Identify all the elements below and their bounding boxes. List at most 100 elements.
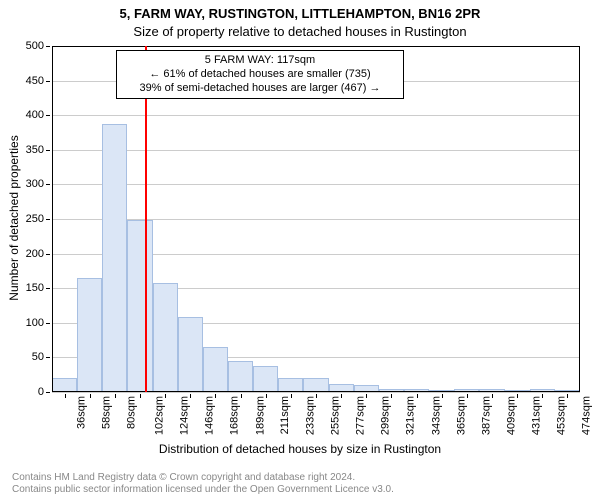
gridline bbox=[52, 150, 580, 151]
x-tick-label: 102sqm bbox=[154, 396, 166, 435]
x-tick bbox=[165, 394, 166, 398]
bar bbox=[303, 378, 328, 392]
footer-line-1: Contains HM Land Registry data © Crown c… bbox=[12, 472, 355, 484]
y-tick-label: 250 bbox=[26, 213, 44, 225]
annotation-box: 5 FARM WAY: 117sqm ← 61% of detached hou… bbox=[116, 50, 404, 99]
gridline bbox=[52, 184, 580, 185]
x-tick-label: 80sqm bbox=[125, 396, 137, 429]
x-tick-label: 233sqm bbox=[304, 396, 316, 435]
x-tick-label: 431sqm bbox=[531, 396, 543, 435]
x-tick-label: 474sqm bbox=[581, 396, 593, 435]
y-tick-label: 450 bbox=[26, 75, 44, 87]
bar bbox=[203, 347, 228, 392]
y-tick-label: 50 bbox=[32, 351, 44, 363]
x-tick bbox=[190, 394, 191, 398]
y-tick-label: 300 bbox=[26, 178, 44, 190]
y-tick bbox=[46, 46, 50, 47]
x-tick-label: 255sqm bbox=[330, 396, 342, 435]
y-tick-label: 200 bbox=[26, 248, 44, 260]
figure: 5, FARM WAY, RUSTINGTON, LITTLEHAMPTON, … bbox=[0, 0, 600, 500]
bar bbox=[127, 220, 152, 392]
y-tick bbox=[46, 184, 50, 185]
y-tick bbox=[46, 219, 50, 220]
x-tick-label: 299sqm bbox=[380, 396, 392, 435]
y-tick-label: 100 bbox=[26, 317, 44, 329]
x-tick bbox=[391, 394, 392, 398]
bar bbox=[479, 389, 504, 392]
bar bbox=[52, 378, 77, 392]
x-tick bbox=[517, 394, 518, 398]
x-tick-label: 453sqm bbox=[556, 396, 568, 435]
y-tick bbox=[46, 392, 50, 393]
bar bbox=[329, 384, 354, 392]
x-tick bbox=[366, 394, 367, 398]
x-tick bbox=[442, 394, 443, 398]
y-tick bbox=[46, 288, 50, 289]
x-tick-label: 36sqm bbox=[75, 396, 87, 429]
y-axis-label: Number of detached properties bbox=[7, 135, 21, 300]
x-tick bbox=[341, 394, 342, 398]
x-tick-label: 365sqm bbox=[455, 396, 467, 435]
bar bbox=[77, 278, 102, 392]
annot-line-2: ← 61% of detached houses are smaller (73… bbox=[123, 68, 397, 82]
bar bbox=[429, 390, 454, 392]
x-tick-label: 124sqm bbox=[179, 396, 191, 435]
y-tick-label: 400 bbox=[26, 109, 44, 121]
gridline bbox=[52, 115, 580, 116]
x-tick-label: 146sqm bbox=[204, 396, 216, 435]
y-tick-label: 0 bbox=[38, 386, 44, 398]
x-tick bbox=[567, 394, 568, 398]
x-tick-label: 168sqm bbox=[229, 396, 241, 435]
y-tick bbox=[46, 357, 50, 358]
x-tick bbox=[215, 394, 216, 398]
x-tick-label: 58sqm bbox=[100, 396, 112, 429]
address-title: 5, FARM WAY, RUSTINGTON, LITTLEHAMPTON, … bbox=[0, 6, 600, 21]
bar bbox=[178, 317, 203, 392]
bar bbox=[102, 124, 127, 392]
y-tick bbox=[46, 323, 50, 324]
x-tick-label: 321sqm bbox=[405, 396, 417, 435]
x-tick bbox=[140, 394, 141, 398]
footer-line-2: Contains public sector information licen… bbox=[12, 484, 394, 496]
x-tick-label: 211sqm bbox=[279, 396, 291, 434]
y-tick-label: 500 bbox=[26, 40, 44, 52]
bar bbox=[454, 389, 479, 392]
subtitle: Size of property relative to detached ho… bbox=[0, 24, 600, 39]
x-axis-label: Distribution of detached houses by size … bbox=[0, 442, 600, 456]
y-tick bbox=[46, 115, 50, 116]
x-tick bbox=[291, 394, 292, 398]
x-tick bbox=[467, 394, 468, 398]
x-tick-label: 409sqm bbox=[506, 396, 518, 435]
y-tick bbox=[46, 254, 50, 255]
x-tick bbox=[417, 394, 418, 398]
gridline bbox=[52, 46, 580, 47]
annot-line-3: 39% of semi-detached houses are larger (… bbox=[123, 82, 397, 96]
bar bbox=[505, 390, 530, 392]
bar bbox=[555, 390, 580, 392]
bar bbox=[228, 361, 253, 392]
x-tick bbox=[492, 394, 493, 398]
x-tick-label: 343sqm bbox=[430, 396, 442, 435]
x-tick-label: 277sqm bbox=[355, 396, 367, 435]
x-tick bbox=[316, 394, 317, 398]
y-tick-label: 350 bbox=[26, 144, 44, 156]
y-tick-label: 150 bbox=[26, 282, 44, 294]
x-tick bbox=[241, 394, 242, 398]
y-tick bbox=[46, 81, 50, 82]
bar bbox=[530, 389, 555, 392]
bar bbox=[253, 366, 278, 392]
y-tick bbox=[46, 150, 50, 151]
x-tick-label: 189sqm bbox=[254, 396, 266, 435]
x-tick bbox=[90, 394, 91, 398]
bar bbox=[153, 283, 178, 392]
x-tick bbox=[65, 394, 66, 398]
bar bbox=[354, 385, 379, 392]
bar bbox=[278, 378, 303, 392]
x-tick-label: 387sqm bbox=[480, 396, 492, 435]
gridline bbox=[52, 392, 580, 393]
x-tick bbox=[115, 394, 116, 398]
x-tick bbox=[542, 394, 543, 398]
x-tick bbox=[266, 394, 267, 398]
annot-line-1: 5 FARM WAY: 117sqm bbox=[123, 54, 397, 68]
bar bbox=[379, 389, 404, 392]
